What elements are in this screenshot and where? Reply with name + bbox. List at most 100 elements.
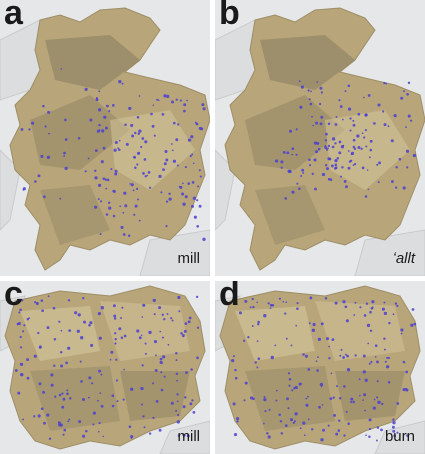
point-marker <box>196 356 199 360</box>
point-marker <box>138 95 141 97</box>
point-marker <box>202 107 206 111</box>
point-marker <box>111 104 115 107</box>
point-marker <box>363 314 367 317</box>
point-marker <box>324 297 328 300</box>
point-marker <box>383 311 388 316</box>
point-marker <box>362 370 366 374</box>
point-marker <box>350 397 354 401</box>
point-marker <box>64 118 67 122</box>
map-panel-c: c mill <box>0 281 210 454</box>
point-marker <box>40 407 44 411</box>
point-marker <box>118 139 121 142</box>
point-marker <box>338 140 342 144</box>
point-marker <box>319 86 323 90</box>
point-marker <box>134 131 137 135</box>
point-marker <box>98 422 101 425</box>
point-marker <box>58 393 62 397</box>
point-marker <box>231 358 235 363</box>
point-marker <box>413 322 417 326</box>
point-marker <box>280 432 284 435</box>
point-marker <box>152 104 155 107</box>
point-marker <box>331 338 335 342</box>
point-marker <box>331 137 336 141</box>
point-marker <box>123 368 126 371</box>
point-marker <box>184 195 188 199</box>
terrain-shading <box>245 35 410 245</box>
point-marker <box>291 153 294 156</box>
point-marker <box>338 396 342 400</box>
point-marker <box>133 213 136 216</box>
point-marker <box>364 113 368 117</box>
point-marker <box>365 434 367 437</box>
point-marker <box>94 149 98 152</box>
point-marker <box>368 435 371 439</box>
point-marker <box>307 89 310 92</box>
point-marker <box>384 360 387 363</box>
point-marker <box>393 113 397 118</box>
point-marker <box>52 306 56 310</box>
point-marker <box>141 403 144 406</box>
point-marker <box>305 397 308 400</box>
point-marker <box>285 301 288 304</box>
point-marker <box>369 329 373 333</box>
point-marker <box>361 132 364 135</box>
point-marker <box>154 354 157 357</box>
point-marker <box>109 358 112 361</box>
point-marker <box>343 434 346 437</box>
point-marker <box>136 198 140 201</box>
point-marker <box>78 420 82 424</box>
point-marker <box>152 416 155 420</box>
point-marker <box>307 368 311 371</box>
point-marker <box>295 324 298 327</box>
point-marker <box>176 164 179 167</box>
point-marker <box>322 428 326 432</box>
point-marker <box>114 332 117 335</box>
point-marker <box>387 356 391 360</box>
point-marker <box>147 171 151 174</box>
point-marker <box>299 105 303 109</box>
point-marker <box>184 396 187 399</box>
point-marker <box>336 385 338 388</box>
point-marker <box>88 396 90 399</box>
point-marker <box>327 147 329 150</box>
point-marker <box>236 417 240 421</box>
point-marker <box>144 140 148 144</box>
point-marker <box>97 108 102 112</box>
point-marker <box>251 325 254 327</box>
point-marker <box>114 169 118 173</box>
point-marker <box>320 322 324 326</box>
point-marker <box>193 215 197 219</box>
point-marker <box>375 439 378 442</box>
point-marker <box>267 302 270 305</box>
point-marker <box>197 185 200 188</box>
southern-map-d <box>215 285 425 454</box>
point-marker <box>287 372 291 375</box>
point-marker <box>320 115 324 119</box>
point-marker <box>156 98 159 101</box>
point-marker <box>328 345 330 348</box>
point-marker <box>325 148 329 151</box>
point-marker <box>121 82 124 85</box>
highland-map-b <box>215 7 425 276</box>
point-marker <box>349 117 352 120</box>
point-marker <box>160 371 163 374</box>
point-marker <box>340 175 342 178</box>
point-marker <box>396 304 399 308</box>
point-marker <box>298 382 302 386</box>
point-marker <box>311 172 314 176</box>
point-marker <box>407 81 411 85</box>
point-marker <box>324 132 328 136</box>
point-marker <box>67 420 70 423</box>
point-marker <box>19 362 24 367</box>
point-marker <box>64 138 68 141</box>
point-markers-a <box>20 68 206 241</box>
point-marker <box>338 99 341 102</box>
point-marker <box>182 335 185 338</box>
point-marker <box>345 410 348 413</box>
point-marker <box>20 128 24 131</box>
point-marker <box>378 161 382 165</box>
point-marker <box>176 420 180 424</box>
point-marker <box>315 360 318 363</box>
point-marker <box>311 328 316 332</box>
point-marker <box>160 191 163 194</box>
